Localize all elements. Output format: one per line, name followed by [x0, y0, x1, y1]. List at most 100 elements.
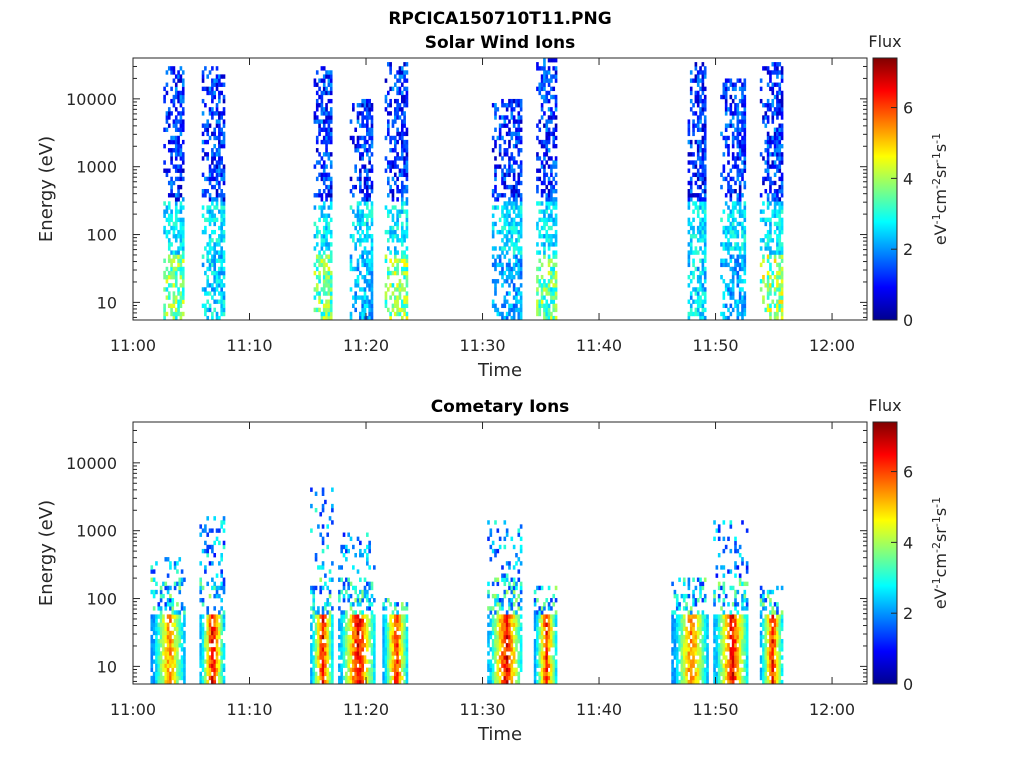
spectrogram-cell: [178, 618, 182, 623]
spectrogram-cell: [342, 614, 346, 619]
spectrogram-cell: [172, 119, 176, 124]
spectrogram-cell: [382, 671, 385, 677]
spectrogram-cell: [159, 593, 163, 599]
spectrogram-cell: [494, 598, 497, 603]
spectrogram-cell: [391, 663, 395, 668]
spectrogram-cell: [736, 221, 740, 227]
spectrogram-cell: [208, 135, 212, 141]
spectrogram-cell: [550, 295, 553, 300]
spectrogram-cell: [382, 622, 385, 627]
spectrogram-cell: [545, 614, 549, 619]
spectrogram-cell: [152, 618, 156, 623]
spectrogram-cell: [501, 303, 504, 309]
spectrogram-cell: [174, 213, 178, 218]
spectrogram-cell: [552, 86, 556, 92]
spectrogram-cell: [208, 618, 212, 623]
spectrogram-cell: [220, 176, 224, 182]
spectrogram-cell: [342, 659, 346, 664]
spectrogram-cell: [776, 279, 779, 284]
spectrogram-cell: [405, 62, 409, 67]
spectrogram-cell: [164, 606, 168, 611]
spectrogram-cell: [222, 111, 226, 116]
spectrogram-cell: [491, 606, 495, 611]
spectrogram-cell: [393, 647, 397, 652]
spectrogram-cell: [222, 229, 226, 235]
spectrogram-cell: [550, 58, 553, 63]
spectrogram-cell: [391, 634, 395, 640]
spectrogram-cell: [489, 528, 493, 533]
spectrogram-cell: [222, 143, 226, 149]
spectrogram-cell: [771, 111, 775, 116]
spectrogram-cell: [177, 229, 180, 235]
spectrogram-cell: [171, 663, 175, 668]
spectrogram-cell: [773, 205, 777, 210]
spectrogram-cell: [554, 135, 558, 141]
spectrogram-cell: [213, 156, 217, 161]
spectrogram-cell: [778, 86, 782, 92]
spectrogram-cell: [498, 143, 502, 149]
spectrogram-cell: [519, 299, 523, 304]
spectrogram-cell: [349, 581, 353, 587]
spectrogram-cell: [776, 189, 779, 194]
spectrogram-cell: [701, 139, 705, 145]
spectrogram-cell: [356, 274, 360, 280]
spectrogram-cell: [701, 148, 705, 153]
spectrogram-cell: [361, 238, 364, 243]
spectrogram-cell: [762, 254, 765, 259]
spectrogram-cell: [550, 659, 553, 664]
spectrogram-cell: [370, 626, 374, 632]
spectrogram-cell: [550, 630, 553, 636]
spectrogram-cell: [338, 679, 341, 685]
spectrogram-cell: [368, 209, 371, 214]
spectrogram-cell: [361, 254, 364, 259]
spectrogram-cell: [177, 250, 180, 255]
spectrogram-cell: [163, 168, 166, 173]
spectrogram-cell: [218, 634, 221, 640]
spectrogram-cell: [218, 90, 221, 96]
spectrogram-cell: [515, 634, 518, 640]
spectrogram-cell: [208, 307, 212, 313]
spectrogram-cell: [370, 270, 374, 276]
spectrogram-cell: [540, 209, 544, 214]
spectrogram-cell: [512, 119, 516, 124]
spectrogram-cell: [512, 618, 516, 623]
spectrogram-cell: [321, 536, 325, 542]
spectrogram-cell: [329, 254, 333, 259]
spectrogram-cell: [176, 626, 179, 632]
spectrogram-cell: [208, 86, 212, 92]
spectrogram-cell: [778, 266, 782, 272]
spectrogram-cell: [554, 213, 558, 218]
spectrogram-cell: [689, 193, 693, 198]
spectrogram-cell: [759, 193, 763, 198]
spectrogram-cell: [547, 606, 551, 611]
spectrogram-cell: [393, 164, 397, 169]
spectrogram-cell: [366, 598, 369, 603]
spectrogram-cell: [178, 585, 182, 591]
spectrogram-cell: [701, 82, 705, 87]
spectrogram-cell: [382, 626, 385, 632]
spectrogram-cell: [743, 213, 747, 218]
spectrogram-cell: [347, 663, 350, 668]
spectrogram-cell: [176, 630, 179, 636]
spectrogram-cell: [329, 311, 333, 317]
spectrogram-cell: [167, 291, 171, 296]
spectrogram-cell: [538, 647, 542, 652]
spectrogram-cell: [405, 189, 409, 194]
spectrogram-cell: [359, 643, 362, 648]
spectrogram-cell: [211, 86, 214, 92]
spectrogram-cell: [536, 618, 539, 623]
spectrogram-cell: [533, 589, 537, 595]
spectrogram-cell: [491, 548, 495, 554]
spectrogram-cell: [389, 679, 392, 685]
spectrogram-cell: [389, 258, 392, 263]
spectrogram-cell: [554, 229, 558, 235]
spectrogram-cell: [393, 606, 397, 611]
spectrogram-cell: [215, 671, 219, 677]
spectrogram-cell: [734, 189, 737, 194]
spectrogram-cell: [400, 143, 404, 149]
spectrogram-cell: [361, 626, 364, 632]
spectrogram-cell: [322, 201, 326, 206]
spectrogram-cell: [515, 180, 518, 186]
spectrogram-cell: [689, 221, 693, 227]
spectrogram-cell: [327, 270, 331, 276]
